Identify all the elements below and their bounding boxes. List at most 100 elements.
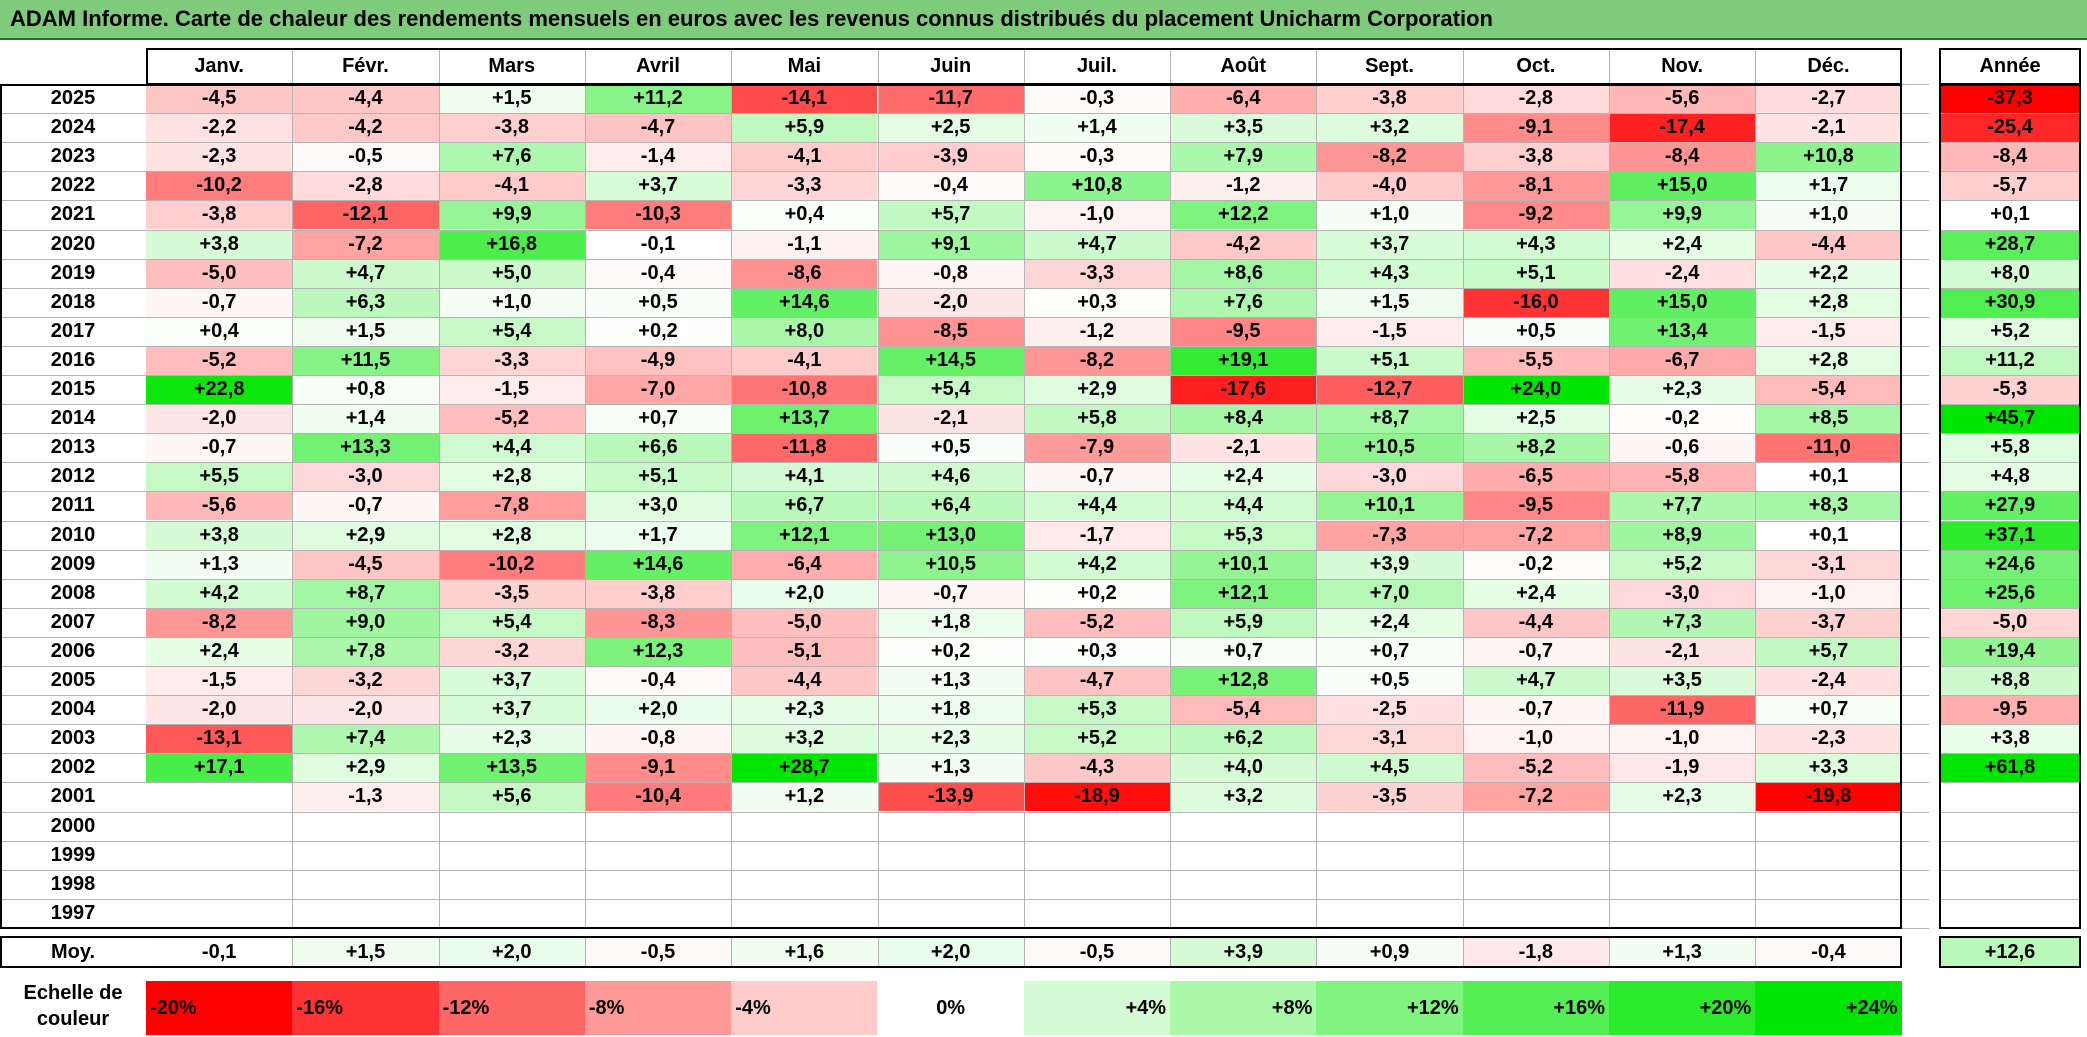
color-scale-label: Echelle de couleur [0,977,146,1035]
row-gridline [1939,753,2081,755]
heatmap-cell: -8,2 [1316,142,1463,172]
heatmap-cell: -2,0 [146,695,293,725]
heatmap-cell: +0,1 [1755,520,1902,550]
annual-cell: +5,2 [1939,316,2081,346]
month-header-2: Févr. [292,48,439,84]
heatmap-cell: -2,5 [1316,695,1463,725]
heatmap-cell: -8,3 [584,607,732,637]
color-scale-stop: +8% [1170,981,1317,1035]
heatmap-cell [1316,869,1463,899]
heatmap-cell: -10,4 [584,782,732,812]
heatmap-cell: +8,0 [731,316,878,346]
heatmap-cell: -6,7 [1609,345,1756,375]
heatmap-cell [1755,869,1902,899]
heatmap-cell [1462,811,1609,841]
avg-cell: +0,9 [1316,936,1463,968]
col-gridline [1755,48,1757,928]
heatmap-cell [1170,898,1317,928]
heatmap-cell: +2,4 [1462,578,1609,608]
heatmap-cell: +3,3 [1755,753,1902,783]
heatmap-cell: +2,3 [877,724,1024,754]
color-scale-stop: +12% [1316,981,1463,1035]
heatmap-cell: +0,3 [1023,636,1171,666]
heatmap-cell: +5,7 [877,200,1024,230]
month-header-4: Avril [584,48,732,84]
heatmap-cell: +4,3 [1462,229,1609,259]
heatmap-cell: -8,4 [1609,142,1756,172]
annual-cell: +30,9 [1939,287,2081,317]
col-gridline [1170,48,1172,928]
heatmap-cell: +5,1 [584,462,732,492]
heatmap-cell: -0,6 [1609,433,1756,463]
month-header-9: Sept. [1316,48,1463,84]
heatmap-cell [731,811,878,841]
heatmap-cell: +5,2 [1609,549,1756,579]
heatmap-cell: +2,3 [438,724,585,754]
heatmap-cell: -1,4 [584,142,732,172]
heatmap-cell: +4,6 [877,462,1024,492]
heatmap-cell: +13,7 [731,404,878,434]
row-gridline [0,113,1929,115]
heatmap-cell [146,869,293,899]
annual-cell: +19,4 [1939,636,2081,666]
heatmap-cell: +3,9 [1316,549,1463,579]
color-scale-stop: +16% [1462,981,1609,1035]
heatmap-cell: -9,1 [1462,113,1609,143]
heatmap-cell: +8,5 [1755,404,1902,434]
heatmap-cell: +4,7 [1462,666,1609,696]
heatmap-cell [438,898,585,928]
heatmap-cell: +2,4 [146,636,293,666]
month-header-11: Nov. [1609,48,1756,84]
color-scale-stop: -4% [731,981,878,1035]
heatmap-cell: -7,2 [1462,520,1609,550]
heatmap-cell: -2,3 [1755,724,1902,754]
heatmap-cell: +3,7 [438,666,585,696]
heatmap-cell: -3,2 [292,666,439,696]
heatmap-cell: +16,8 [438,229,585,259]
heatmap-cell: +28,7 [731,753,878,783]
heatmap-cell: -2,7 [1755,84,1902,114]
heatmap-cell: +10,5 [1316,433,1463,463]
avg-cell: -0,4 [1755,936,1902,968]
row-gridline [1939,782,2081,784]
row-gridline [1939,869,2081,871]
heatmap-cell: -5,2 [1023,607,1171,637]
heatmap-cell: +8,7 [1316,404,1463,434]
heatmap-cell: +3,2 [731,724,878,754]
heatmap-cell: -8,5 [877,316,1024,346]
heatmap-cell: +11,5 [292,345,439,375]
heatmap-cell: -5,2 [1462,753,1609,783]
row-gridline [0,345,1929,347]
heatmap-cell: +2,8 [438,462,585,492]
heatmap-cell: -5,2 [146,345,293,375]
heatmap-cell: -0,7 [1462,636,1609,666]
row-gridline [1939,316,2081,318]
heatmap-cell: -19,8 [1755,782,1902,812]
row-gridline [1939,491,2081,493]
heatmap-cell: -2,1 [877,404,1024,434]
avg-cell: -1,8 [1462,936,1609,968]
heatmap-cell: +3,8 [146,520,293,550]
annual-cell: +5,8 [1939,433,2081,463]
heatmap-cell: -3,3 [731,171,878,201]
row-gridline [1939,724,2081,726]
col-gridline [1023,48,1025,928]
avg-cell: +1,3 [1609,936,1756,968]
heatmap-cell: -5,4 [1170,695,1317,725]
heatmap-cell: -1,5 [1316,316,1463,346]
heatmap-cell: +3,5 [1170,113,1317,143]
row-gridline [0,666,1929,667]
heatmap-cell: +7,3 [1609,607,1756,637]
heatmap-cell: +0,7 [584,404,732,434]
heatmap-cell: +5,4 [438,316,585,346]
heatmap-cell: +17,1 [146,753,293,783]
heatmap-cell [1462,840,1609,870]
heatmap-cell: +15,0 [1609,171,1756,201]
heatmap-cell: -4,4 [1462,607,1609,637]
heatmap-cell: -2,4 [1609,258,1756,288]
heatmap-cell: -4,0 [1316,171,1463,201]
heatmap-cell: +3,7 [1316,229,1463,259]
heatmap-cell: +2,4 [1170,462,1317,492]
year-label: 2023 [0,142,146,172]
row-gridline [1939,520,2081,522]
